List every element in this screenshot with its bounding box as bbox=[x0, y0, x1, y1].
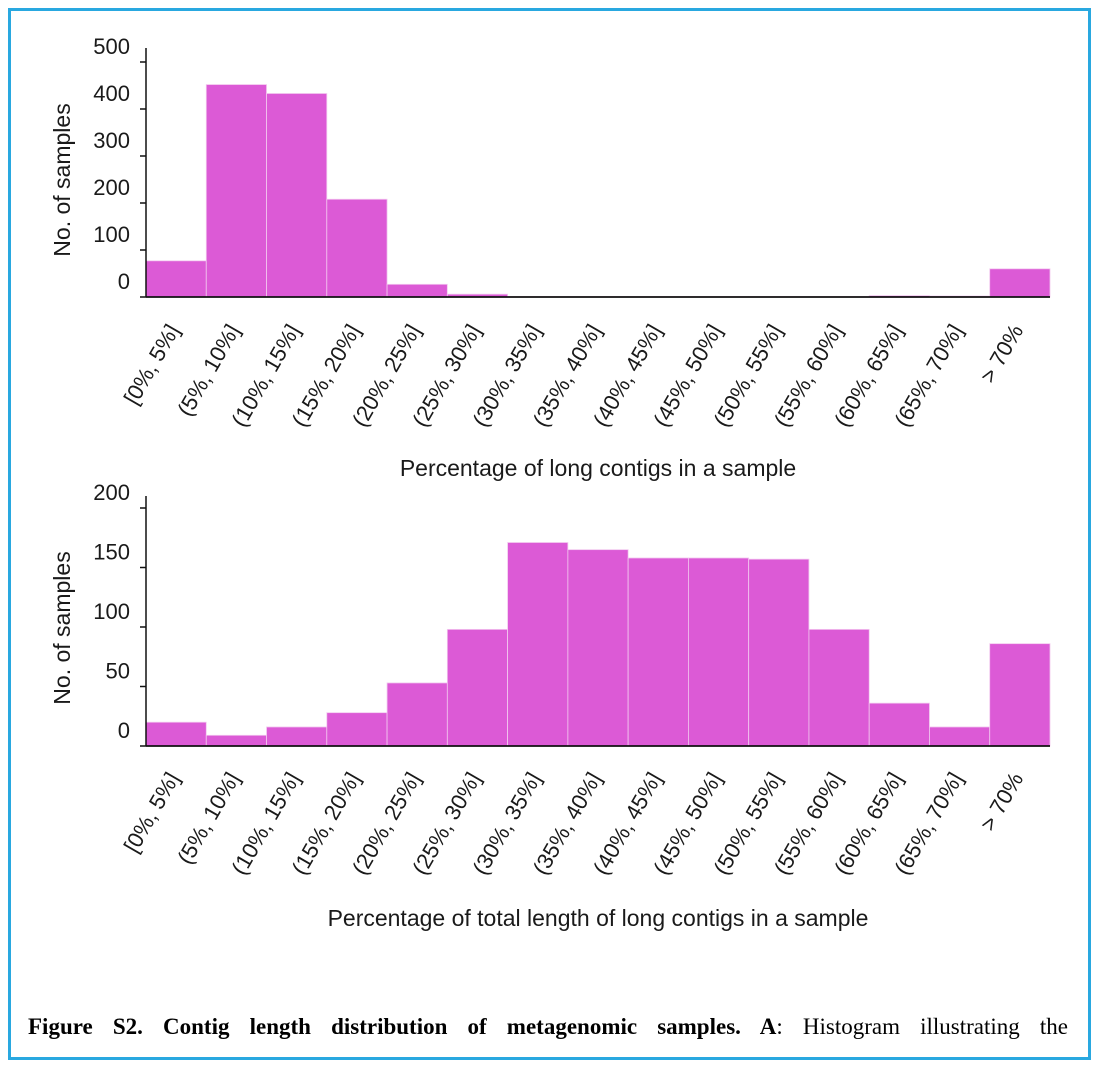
y-tick-label: 200 bbox=[93, 175, 130, 200]
x-axis-title: Percentage of long contigs in a sample bbox=[400, 455, 796, 481]
x-tick-label: > 70% bbox=[975, 320, 1028, 387]
x-tick-label: [0%, 5%] bbox=[119, 320, 185, 409]
caption-bold: Figure S2. Contig length distribution of… bbox=[28, 1014, 777, 1039]
bar bbox=[808, 628, 870, 747]
y-tick-label: 50 bbox=[106, 659, 130, 684]
bar bbox=[266, 726, 328, 747]
bar bbox=[446, 628, 509, 747]
y-tick-label: 0 bbox=[118, 269, 130, 294]
bar bbox=[386, 682, 448, 747]
bar bbox=[688, 557, 750, 747]
bar bbox=[989, 643, 1051, 747]
bar bbox=[205, 84, 267, 298]
bar bbox=[868, 702, 930, 747]
y-tick-label: 100 bbox=[93, 599, 130, 624]
x-axis-title: Percentage of total length of long conti… bbox=[328, 905, 869, 931]
bar bbox=[748, 558, 810, 747]
y-tick-label: 150 bbox=[93, 540, 130, 565]
bar bbox=[989, 268, 1051, 298]
y-axis-title: No. of samples bbox=[49, 103, 75, 256]
bar bbox=[567, 549, 629, 747]
bar bbox=[145, 721, 207, 747]
bar bbox=[326, 712, 388, 747]
y-tick-label: 100 bbox=[93, 222, 130, 247]
caption-text: : Histogram illustrating the bbox=[776, 1014, 1068, 1039]
y-tick-label: 400 bbox=[93, 81, 130, 106]
figure-frame bbox=[8, 8, 1091, 1060]
bar bbox=[929, 726, 991, 747]
y-tick-label: 0 bbox=[118, 718, 130, 743]
bar bbox=[326, 198, 388, 298]
bar bbox=[266, 93, 328, 298]
y-tick-label: 500 bbox=[93, 34, 130, 59]
bar bbox=[627, 557, 689, 747]
bar bbox=[205, 734, 267, 747]
y-tick-label: 200 bbox=[93, 480, 130, 505]
y-tick-label: 300 bbox=[93, 128, 130, 153]
figure-caption: Figure S2. Contig length distribution of… bbox=[28, 1014, 1068, 1040]
x-tick-label: > 70% bbox=[975, 768, 1028, 835]
y-axis-title: No. of samples bbox=[49, 551, 75, 704]
bar bbox=[507, 542, 569, 747]
x-tick-label: [0%, 5%] bbox=[119, 768, 185, 857]
bar bbox=[386, 283, 448, 298]
bar bbox=[145, 260, 207, 298]
